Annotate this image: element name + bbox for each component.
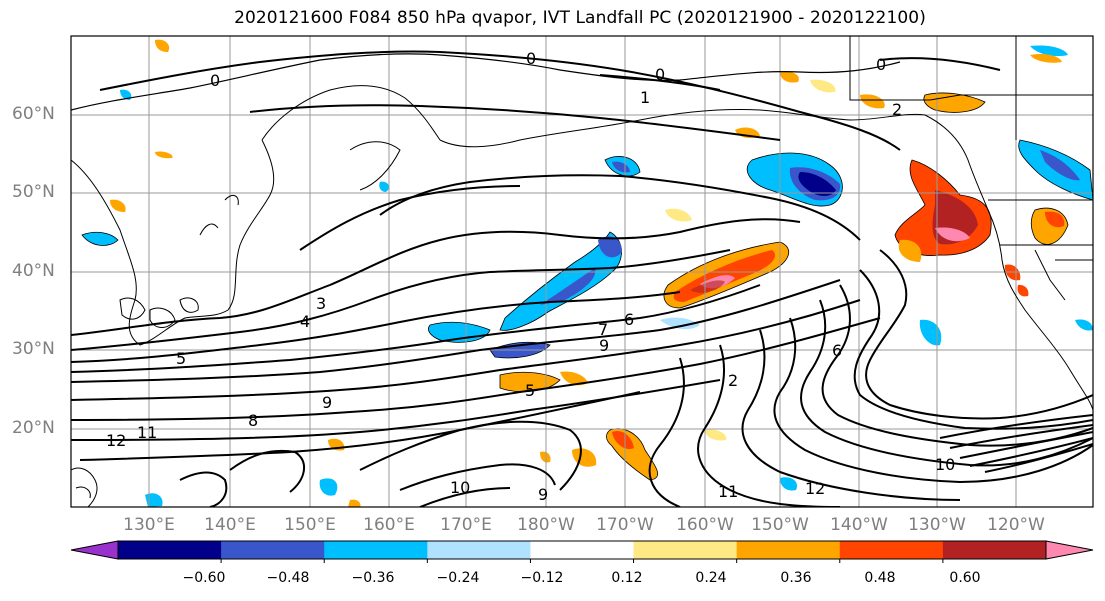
colorbar-tick-label: −0.36: [351, 570, 395, 586]
contour-label: 11: [137, 423, 157, 442]
colorbar-cell: [633, 541, 738, 559]
lon-label: 140°W: [830, 515, 888, 535]
lon-label: 130°E: [123, 515, 175, 535]
lon-label: 160°W: [676, 515, 734, 535]
contour-label: 2: [728, 371, 738, 390]
colorbar-cell: [221, 541, 325, 559]
colorbar-cell: [839, 541, 944, 559]
lat-label-60n: 60°N: [12, 104, 55, 124]
contour-label: 0: [876, 55, 886, 74]
colorbar-tick-label: 0.12: [611, 570, 643, 586]
colorbar-tick-label: −0.24: [436, 570, 480, 586]
contour-label: 3: [316, 294, 326, 313]
colorbar-extend-low: [70, 540, 119, 560]
contour-lines: [71, 50, 1093, 507]
contour-label: 5: [176, 349, 186, 368]
colorbar-tick-label: 0.48: [864, 570, 896, 586]
contour-label: 12: [106, 431, 126, 450]
contour-label: 9: [538, 485, 548, 504]
colorbar-cell: [324, 541, 428, 559]
map-frame: [70, 35, 1094, 508]
lat-label-20n: 20°N: [12, 418, 55, 438]
lon-label: 150°E: [284, 515, 336, 535]
colorbar-cells: [117, 540, 1047, 560]
lon-label: 180°W: [517, 515, 575, 535]
contour-label: 0: [526, 49, 536, 68]
colorbar-tick-label: 0.60: [949, 570, 981, 586]
positive-anomaly-shading: [110, 39, 1069, 507]
colorbar-tick-label: −0.12: [520, 570, 564, 586]
lon-label: 150°W: [751, 515, 809, 535]
colorbar-tick-label: −0.60: [182, 570, 226, 586]
colorbar-cell: [530, 541, 635, 559]
colorbar-cell: [427, 541, 531, 559]
map-title: 2020121600 F084 850 hPa qvapor, IVT Land…: [234, 8, 926, 28]
colorbar-cell: [736, 541, 841, 559]
coastlines: [71, 36, 1093, 507]
lon-label: 160°E: [363, 515, 415, 535]
lon-label: 170°E: [440, 515, 492, 535]
colorbar-tick-label: −0.48: [266, 570, 310, 586]
colorbar-extend-high: [1045, 540, 1094, 560]
lon-label: 170°W: [596, 515, 654, 535]
colorbar-tick-label: 0.36: [780, 570, 812, 586]
colorbar-cell: [942, 541, 1047, 559]
contour-label: 9: [322, 393, 332, 412]
contour-label: 11: [718, 482, 738, 501]
contour-labels: 0 0 0 0 1 2 3 4 5 5 6 6 7 8 9 9 9 10 10 …: [106, 49, 955, 504]
contour-label: 2: [892, 100, 902, 119]
contour-label: 12: [805, 479, 825, 498]
contour-label: 0: [210, 71, 220, 90]
contour-label: 6: [624, 310, 634, 329]
colorbar: [70, 540, 1094, 563]
contour-label: 7: [598, 320, 608, 339]
contour-label: 10: [935, 455, 955, 474]
contour-label: 6: [832, 341, 842, 360]
lat-label-40n: 40°N: [12, 261, 55, 281]
colorbar-cell: [118, 541, 222, 559]
contour-label: 10: [450, 478, 470, 497]
lat-label-50n: 50°N: [12, 182, 55, 202]
colorbar-tick-label: 0.24: [695, 570, 727, 586]
lon-label: 120°W: [987, 515, 1045, 535]
contour-label: 1: [640, 88, 650, 107]
contour-label: 8: [248, 411, 258, 430]
contour-label: 4: [300, 312, 310, 331]
lon-label: 140°E: [204, 515, 256, 535]
lat-label-30n: 30°N: [12, 339, 55, 359]
contour-label: 5: [525, 381, 535, 400]
zero-contours: [71, 53, 901, 111]
lon-label: 130°W: [908, 515, 966, 535]
contour-label: 9: [599, 336, 609, 355]
contour-label: 0: [655, 65, 665, 84]
